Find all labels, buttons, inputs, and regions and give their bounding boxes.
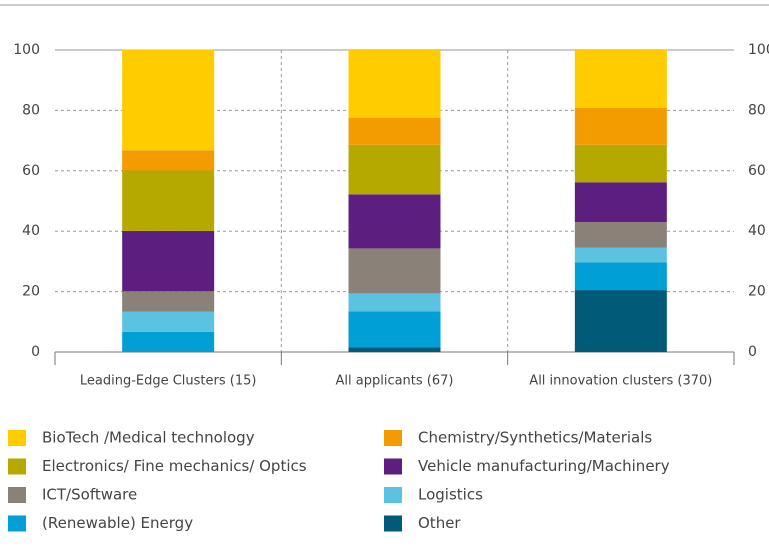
y-tick-label: 80 bbox=[22, 102, 40, 118]
y2-tick-label: 40 bbox=[748, 223, 766, 239]
legend-swatch bbox=[8, 515, 26, 532]
legend-swatch bbox=[8, 487, 26, 503]
bar-segment bbox=[122, 170, 215, 231]
bar-segment bbox=[348, 347, 441, 352]
legend-label: (Renewable) Energy bbox=[42, 514, 193, 532]
y-tick-label: 20 bbox=[22, 284, 40, 300]
y-tick-label: 60 bbox=[22, 163, 40, 179]
bar-segment bbox=[574, 290, 667, 352]
legend-label: Logistics bbox=[418, 486, 483, 504]
legend-label: Vehicle manufacturing/Machinery bbox=[418, 457, 670, 475]
legend-swatch bbox=[384, 487, 402, 503]
bar-segment bbox=[348, 248, 441, 294]
x-tick-label: All innovation clusters (370) bbox=[529, 374, 712, 389]
y-tick-label: 0 bbox=[31, 344, 40, 360]
bar-segment bbox=[348, 311, 441, 348]
legend-label: ICT/Software bbox=[42, 486, 137, 504]
bar-segment bbox=[348, 194, 441, 249]
y2-tick-label: 20 bbox=[748, 284, 766, 300]
y2-tick-label: 100 bbox=[748, 42, 769, 58]
bar-segment bbox=[574, 222, 667, 248]
y2-tick-label: 60 bbox=[748, 163, 766, 179]
bar-segment bbox=[122, 150, 215, 171]
bar-segment bbox=[122, 331, 215, 352]
bar-segment bbox=[348, 293, 441, 312]
legend-swatch bbox=[384, 458, 402, 475]
y-tick-label: 100 bbox=[13, 42, 40, 58]
x-tick-label: Leading-Edge Clusters (15) bbox=[80, 374, 257, 389]
bar-segment bbox=[122, 311, 215, 332]
x-tick-label: All applicants (67) bbox=[336, 374, 454, 389]
bar-segment bbox=[122, 291, 215, 312]
bar-segment bbox=[574, 144, 667, 183]
legend-swatch bbox=[8, 430, 26, 446]
legend-label: Other bbox=[418, 514, 461, 532]
y2-tick-label: 0 bbox=[748, 344, 757, 360]
bar-segment bbox=[348, 117, 441, 145]
legend-swatch bbox=[8, 458, 26, 475]
bar-segment bbox=[348, 50, 441, 118]
legend-label: Chemistry/Synthetics/Materials bbox=[418, 429, 652, 447]
bar-segment bbox=[574, 182, 667, 223]
legend-label: Electronics/ Fine mechanics/ Optics bbox=[42, 457, 307, 475]
bar-segment bbox=[574, 107, 667, 145]
bar-segment bbox=[122, 230, 215, 292]
bar-segment bbox=[348, 144, 441, 195]
bar-segment bbox=[574, 247, 667, 263]
bar-segment bbox=[574, 50, 667, 108]
bar-segment bbox=[122, 49, 215, 151]
legend-label: BioTech /Medical technology bbox=[42, 429, 255, 447]
bar-segment bbox=[574, 262, 667, 291]
legend-swatch bbox=[384, 515, 402, 532]
y-tick-label: 40 bbox=[22, 223, 40, 239]
y2-tick-label: 80 bbox=[748, 102, 766, 118]
legend-swatch bbox=[384, 430, 402, 446]
